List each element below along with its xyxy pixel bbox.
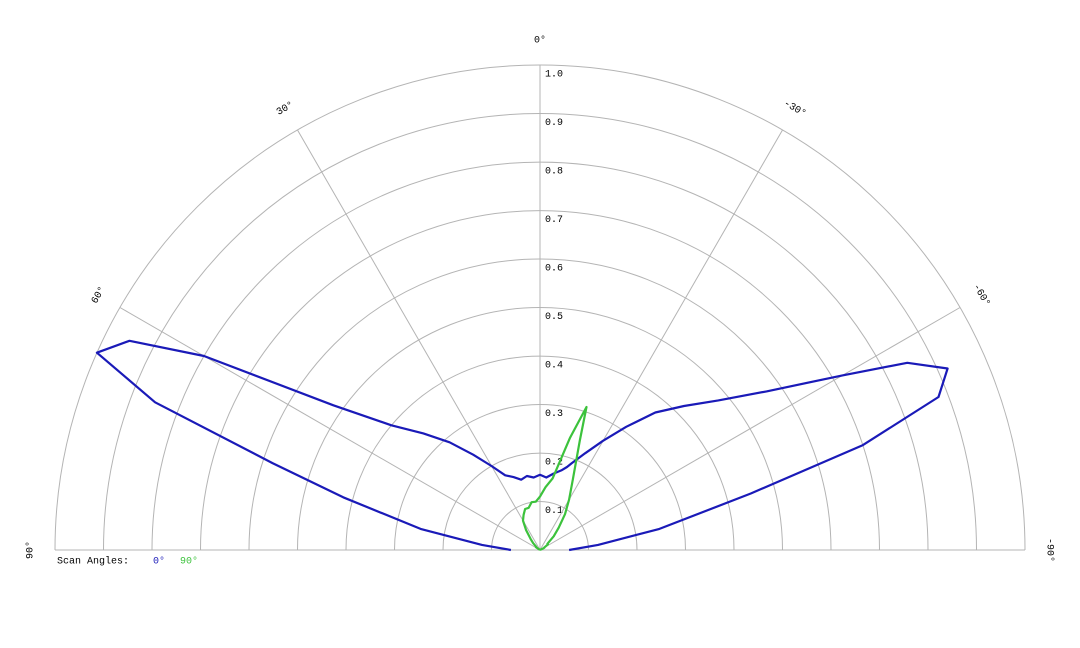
r-tick-label: 0.7	[545, 215, 563, 226]
r-tick-label: 1.0	[545, 70, 563, 81]
theta-tick-label: 30°	[275, 99, 297, 118]
grid-spoke	[539, 129, 783, 551]
r-tick-label: 0.1	[545, 506, 563, 517]
r-tick-label: 0.2	[545, 458, 563, 469]
r-tick-label: 0.8	[545, 167, 563, 178]
grid-spoke	[297, 129, 541, 551]
r-tick-label: 0.9	[545, 118, 563, 129]
legend-title: Scan Angles:	[57, 556, 129, 568]
r-tick-label: 0.4	[545, 361, 563, 372]
theta-tick-label: -60°	[970, 282, 992, 309]
theta-tick-label: 0°	[534, 35, 546, 47]
theta-tick-label: -30°	[781, 98, 808, 120]
r-tick-label: 0.5	[545, 312, 563, 323]
grid-spoke	[539, 307, 961, 551]
legend-entry: 0°	[153, 556, 165, 568]
legend-entry: 90°	[180, 556, 198, 568]
theta-tick-label: 60°	[89, 285, 108, 307]
theta-tick-label: -90°	[1043, 538, 1055, 562]
curve	[521, 405, 588, 551]
curve	[95, 339, 949, 552]
grid-spoke	[119, 307, 541, 551]
theta-tick-label: 90°	[25, 541, 37, 559]
r-tick-label: 0.3	[545, 409, 563, 420]
r-tick-label: 0.6	[545, 264, 563, 275]
